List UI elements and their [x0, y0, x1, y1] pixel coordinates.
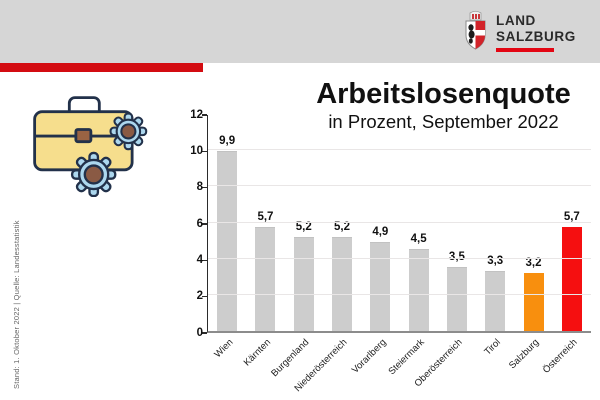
briefcase-gears-icon — [28, 92, 150, 202]
bars-container: 9,9 Wien 5,7 Kärnten 5,2 Burgenland 5,2 Niederö… — [208, 115, 591, 394]
red-accent-stripe — [0, 63, 203, 72]
y-axis-label-12: 12 — [190, 108, 203, 121]
y-axis-label-0: 0 — [196, 326, 203, 339]
x-axis-label-salzburg: Salzburg — [507, 337, 542, 372]
x-axis-label-wien: Wien — [211, 337, 235, 361]
y-axis-label-8: 8 — [196, 181, 203, 194]
bar-niederösterreich — [332, 236, 353, 331]
bar-value-label: 3,5 — [448, 251, 465, 264]
logo-line2: SALZBURG — [496, 29, 576, 44]
gridline-10 — [208, 148, 591, 150]
gridline-4 — [208, 257, 591, 259]
chart-subtitle: in Prozent, September 2022 — [328, 111, 559, 132]
y-tick-12 — [202, 114, 207, 116]
y-tick-0 — [202, 332, 207, 334]
x-axis-label-österreich: Österreich — [540, 337, 580, 376]
y-tick-10 — [202, 150, 207, 153]
bar-value-label: 4,9 — [372, 225, 389, 238]
bar-salzburg — [523, 272, 544, 331]
bar-group-niederösterreich: 5,2 Niederösterreich — [293, 115, 361, 394]
x-axis-label-kärnten: Kärnten — [241, 337, 274, 369]
logo-text: LAND SALZBURG — [496, 10, 576, 52]
y-axis-label-2: 2 — [196, 290, 203, 303]
gridline-8 — [208, 185, 591, 187]
source-note: Stand: 1. Oktober 2022 | Quelle: Landess… — [12, 220, 21, 389]
y-axis-label-4: 4 — [196, 253, 203, 266]
bar-tirol — [485, 271, 506, 331]
bar-group-steiermark: 4,5 Steiermark — [386, 115, 437, 377]
header-band — [0, 0, 600, 63]
bar-burgenland — [293, 236, 314, 331]
bar-group-österreich: 5,7 Österreich — [541, 115, 591, 376]
bar-group-vorarlberg: 4,9 Vorarlberg — [349, 115, 399, 376]
plot-area: 9,9 Wien 5,7 Kärnten 5,2 Burgenland 5,2 Niederö… — [207, 115, 591, 394]
logo-line1: LAND — [496, 13, 536, 28]
x-axis-label-steiermark: Steiermark — [386, 337, 427, 378]
y-axis-label-6: 6 — [196, 217, 203, 230]
salzburg-crest-icon — [465, 10, 486, 50]
bar-value-label: 4,5 — [410, 233, 427, 246]
gridline-2 — [208, 294, 591, 296]
bar-chart: 9,9 Wien 5,7 Kärnten 5,2 Burgenland 5,2 Niederö… — [178, 109, 598, 399]
logo-red-underline — [496, 48, 554, 52]
y-tick-4 — [202, 259, 207, 262]
bar-group-kärnten: 5,7 Kärnten — [242, 115, 284, 368]
y-axis-label-10: 10 — [190, 144, 203, 157]
bar-group-oberösterreich: 3,5 Oberösterreich — [413, 115, 476, 389]
bar-group-tirol: 3,3 Tirol — [476, 115, 514, 358]
x-axis-label-vorarlberg: Vorarlberg — [349, 337, 389, 376]
y-tick-6 — [202, 223, 207, 225]
bar-value-label: 9,9 — [219, 135, 236, 148]
title-block: Arbeitslosenquote in Prozent, September … — [292, 78, 595, 133]
bar-oberösterreich — [446, 267, 467, 331]
bar-group-burgenland: 5,2 Burgenland — [269, 115, 323, 379]
bar-value-label: 5,7 — [563, 211, 580, 224]
bar-vorarlberg — [370, 241, 391, 331]
gridline-6 — [208, 221, 591, 223]
bar-value-label: 5,2 — [334, 220, 351, 233]
y-tick-8 — [202, 186, 207, 189]
bar-group-wien: 9,9 Wien — [208, 115, 246, 360]
x-axis-label-tirol: Tirol — [482, 337, 504, 358]
land-salzburg-logo: LAND SALZBURG — [462, 10, 576, 52]
bar-wien — [217, 151, 238, 331]
bar-value-label: 5,7 — [257, 211, 274, 224]
bar-value-label: 5,2 — [295, 220, 312, 233]
bar-kärnten — [255, 227, 276, 331]
bar-österreich — [561, 227, 582, 331]
bar-value-label: 3,2 — [525, 256, 542, 269]
bar-group-salzburg: 3,2 Salzburg — [507, 115, 552, 371]
chart-title: Arbeitslosenquote — [316, 78, 571, 110]
y-tick-2 — [202, 295, 207, 298]
bar-steiermark — [408, 249, 429, 331]
